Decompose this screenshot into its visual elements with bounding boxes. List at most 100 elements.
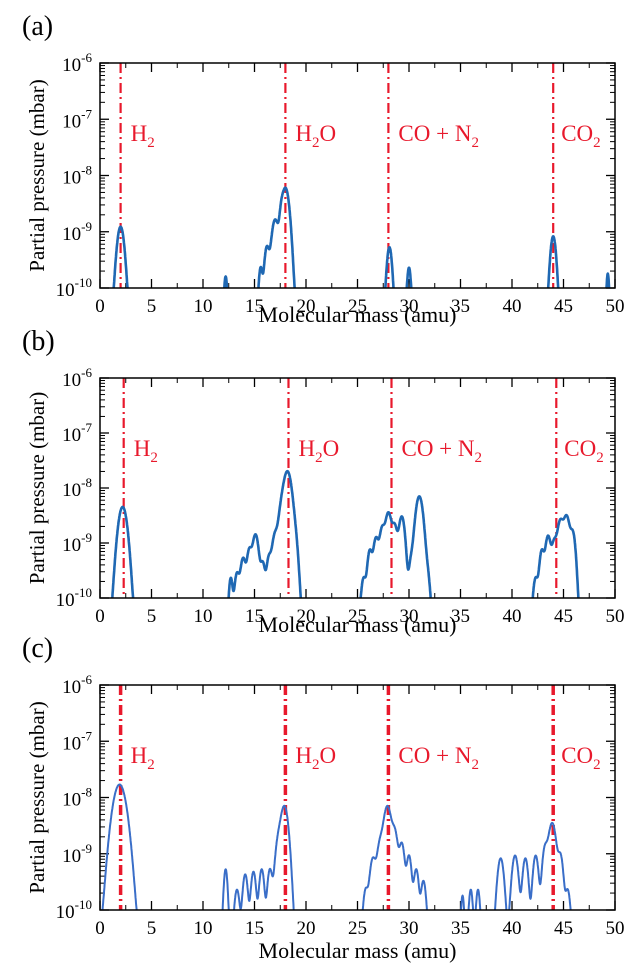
species-label-rest: O [320,121,337,146]
panel-c: (c)10-610-710-810-910-100 5 10 15 20 25 30 35 40… [22,633,625,963]
x-tick-label: 20 [297,606,316,627]
species-label: CO2 [561,743,600,773]
x-tick-label: 10 [194,918,213,939]
x-tick-label: 20 [297,296,316,317]
x-tick-label: 25 [348,918,367,939]
species-label-main: CO + N [398,121,471,146]
species-label: CO + N2 [398,743,479,773]
species-label: CO + N2 [398,121,479,151]
y-tick-base: 10 [62,55,81,76]
x-axis-label: Molecular mass (amu) [259,302,457,327]
y-tick-label: 10-10 [56,897,92,923]
x-axis-label: Molecular mass (amu) [259,612,457,637]
species-label-rest: O [320,743,337,768]
species-label-subscript: 2 [312,135,320,151]
species-label: CO + N2 [401,436,482,466]
y-tick-label: 10-7 [62,106,92,132]
y-tick-exponent: -10 [75,275,92,290]
y-tick-label: 10-9 [62,219,92,245]
x-tick-label: 10 [194,296,213,317]
y-tick-exponent: -7 [81,728,92,743]
y-tick-exponent: -6 [81,50,92,65]
species-label-main: CO + N [401,436,474,461]
y-axis-label: Partial pressure (mbar) [25,392,49,584]
y-tick-exponent: -9 [81,841,92,856]
y-tick-base: 10 [62,790,81,811]
species-label-main: CO [561,743,593,768]
species-label-main: H [298,436,315,461]
y-tick-base: 10 [62,846,81,867]
species-label: CO2 [564,436,603,466]
y-tick-label: 10-8 [62,163,92,189]
x-tick-label: 35 [451,918,470,939]
species-label-subscript: 2 [471,757,479,773]
species-label-subscript: 2 [593,135,601,151]
species-label-subscript: 2 [147,135,155,151]
y-tick-base: 10 [56,590,75,611]
panel-b: (b)10-610-710-810-910-100 5 10 15 20 25 30 35 40… [22,326,625,637]
x-tick-label: 5 [147,606,157,627]
x-tick-label: 35 [451,606,470,627]
plot-frame [99,377,616,599]
x-tick-label: 5 [147,918,157,939]
y-tick-exponent: -7 [81,106,92,121]
species-label-main: CO [564,436,596,461]
y-tick-base: 10 [62,168,81,189]
y-tick-label: 10-8 [62,475,92,501]
y-tick-exponent: -10 [75,897,92,912]
y-tick-base: 10 [62,733,81,754]
y-tick-base: 10 [62,425,81,446]
y-tick-exponent: -6 [81,365,92,380]
plot-frame [99,62,616,289]
species-label-main: H [295,121,312,146]
y-tick-exponent: -8 [81,785,92,800]
panel-a: (a)10-610-710-810-910-100 5 10 15 20 25 30 35 40… [22,11,625,327]
species-label-subscript: 2 [147,757,155,773]
y-tick-base: 10 [62,677,81,698]
spectrum-series [110,469,580,598]
species-label-main: H [131,121,148,146]
x-tick-label: 5 [147,296,157,317]
species-label-rest: O [323,436,340,461]
y-tick-base: 10 [62,535,81,556]
species-label-subscript: 2 [312,757,320,773]
x-tick-label: 15 [245,296,264,317]
x-tick-label: 20 [297,918,316,939]
x-tick-label: 25 [348,606,367,627]
x-axis-label: Molecular mass (amu) [259,938,457,963]
y-axis-label: Partial pressure (mbar) [25,79,49,271]
species-label-main: H [295,743,312,768]
x-tick-label: 0 [95,918,105,939]
y-axis-label: Partial pressure (mbar) [25,701,49,893]
y-tick-exponent: -10 [75,585,92,600]
y-tick-exponent: -8 [81,163,92,178]
y-tick-label: 10-9 [62,841,92,867]
species-label: H2 [131,121,155,151]
species-label: CO2 [561,121,600,151]
y-tick-label: 10-10 [56,585,92,611]
x-tick-label: 30 [400,606,419,627]
species-label-subscript: 2 [315,450,323,466]
y-tick-label: 10-10 [56,275,92,301]
y-tick-base: 10 [62,111,81,132]
y-tick-label: 10-6 [62,50,92,76]
panel-label: (a) [22,11,53,42]
species-label: H2 [131,743,155,773]
species-label-subscript: 2 [475,450,483,466]
y-tick-label: 10-6 [62,365,92,391]
species-label-subscript: 2 [596,450,604,466]
x-tick-label: 50 [606,606,625,627]
x-tick-label: 50 [606,918,625,939]
panel-label: (c) [22,633,53,664]
x-tick-label: 0 [95,606,105,627]
x-tick-label: 30 [400,918,419,939]
x-tick-label: 15 [245,918,264,939]
y-tick-base: 10 [62,370,81,391]
y-tick-exponent: -8 [81,475,92,490]
x-tick-label: 45 [554,918,573,939]
species-label-subscript: 2 [593,757,601,773]
species-label: H2 [134,436,158,466]
x-tick-label: 40 [503,606,522,627]
y-tick-label: 10-7 [62,420,92,446]
